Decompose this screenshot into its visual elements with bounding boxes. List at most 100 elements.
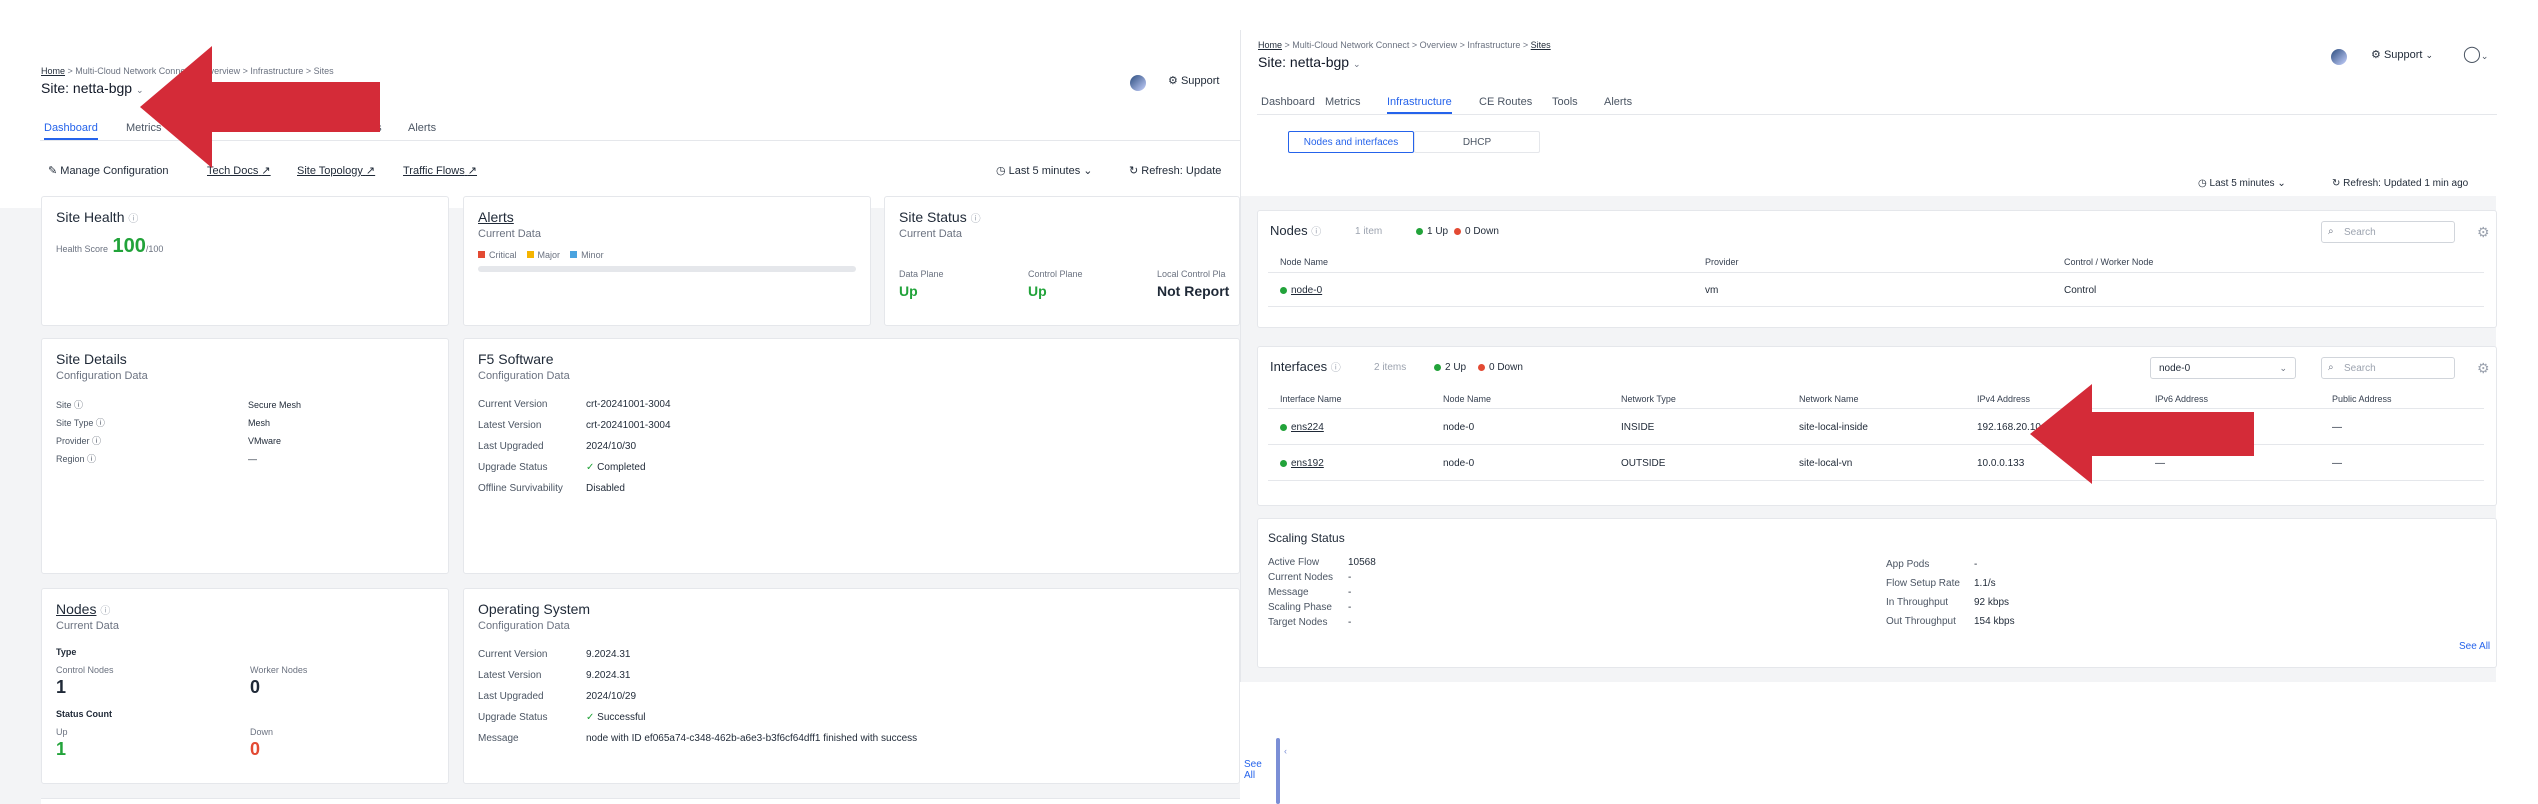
tab-dashboard[interactable]: Dashboard [44, 122, 98, 140]
th-ipv6[interactable]: IPv6 Address [2155, 394, 2209, 404]
nodes-title[interactable]: Nodes ⓘ [56, 601, 111, 617]
breadcrumb-infrastructure[interactable]: Infrastructure [250, 66, 304, 76]
info-icon: ⓘ [128, 214, 139, 225]
os-card: Operating System Configuration Data Curr… [463, 588, 1262, 784]
user-menu[interactable]: ◯⌄ [2463, 44, 2488, 64]
tech-docs-link[interactable]: Tech Docs ↗ [207, 165, 271, 177]
collapse-handle[interactable]: ‹ [1284, 746, 1287, 756]
th-ipv4[interactable]: IPv4 Address [1977, 394, 2031, 404]
avatar-blob [2331, 49, 2347, 65]
site-title[interactable]: Site: netta-bgp ⌄ [41, 80, 144, 96]
local-cp-value: Not Report [1157, 283, 1230, 299]
time-range-select[interactable]: ◷ Last 5 minutes ⌄ [2198, 178, 2286, 189]
breadcrumb-home[interactable]: Home [1258, 40, 1283, 50]
refresh-button[interactable]: ↻ Refresh: Updated 1 min ago [2332, 178, 2469, 189]
cell-type: OUTSIDE [1621, 458, 1666, 469]
scaling-status-section: Scaling Status Active Flow 10568 Current … [1257, 518, 2497, 668]
node-select[interactable]: node-0 ⌄ [2150, 357, 2296, 379]
cell-network: site-local-inside [1799, 422, 1868, 433]
interface-link-ens224[interactable]: ens224 [1280, 422, 1324, 433]
site-health-card: Site Health ⓘ Health Score 100/100 [41, 196, 449, 326]
health-score: Health Score 100/100 [56, 235, 434, 258]
tabs-divider [40, 140, 1240, 141]
breadcrumb-mcn[interactable]: Multi-Cloud Network Connect [1292, 40, 1410, 50]
tab-tools[interactable]: Tools [1552, 96, 1578, 108]
control-plane-value: Up [1028, 283, 1047, 299]
tab-dashboard[interactable]: Dashboard [1261, 96, 1315, 108]
subtab-dhcp[interactable]: DHCP [1414, 131, 1540, 153]
interface-link-ens192[interactable]: ens192 [1280, 458, 1324, 469]
tab-ce-routes[interactable]: CE Routes [1479, 96, 1533, 108]
breadcrumb-sites[interactable]: Sites [313, 66, 334, 76]
interfaces-search-input[interactable]: ⌕ Search [2321, 357, 2455, 379]
chevron-down-icon: ⌄ [1352, 59, 1361, 69]
refresh-icon: ↻ [1129, 165, 1139, 177]
check-circle-icon: ✓ [586, 712, 595, 723]
th-public[interactable]: Public Address [2332, 394, 2392, 404]
tab-metrics[interactable]: Metrics [1325, 96, 1361, 108]
support-menu[interactable]: ⚙ Support ⌄ [2371, 49, 2434, 61]
subtab-nodes-interfaces[interactable]: Nodes and interfaces [1288, 131, 1414, 153]
time-range-select[interactable]: ◷ Last 5 minutes ⌄ [996, 165, 1093, 177]
scaling-row: Flow Setup Rate 1.1/s [1886, 578, 1996, 589]
os-list: Current Version 9.2024.31 Latest Version 9… [478, 644, 1225, 749]
breadcrumb-overview[interactable]: Overview [202, 66, 241, 76]
info-icon: ⓘ [92, 436, 102, 446]
breadcrumb-overview[interactable]: Overview [1419, 40, 1458, 50]
external-link-icon: ↗ [467, 165, 478, 177]
scaling-left-list: Active Flow 10568 Current Nodes - Message -… [1268, 555, 1376, 630]
th-role[interactable]: Control / Worker Node [2064, 257, 2154, 267]
traffic-flows-link[interactable]: Traffic Flows ↗ [403, 165, 478, 177]
tab-alerts[interactable]: Alerts [1604, 96, 1633, 108]
node-name-link[interactable]: node-0 [1280, 285, 1322, 296]
local-cp-label: Local Control Pla [1157, 269, 1226, 279]
site-details-card: Site Details Configuration Data Site ⓘ Se… [41, 338, 449, 574]
interfaces-count: 2 items [1374, 362, 1407, 373]
tab-alerts[interactable]: Alerts [408, 122, 437, 134]
tab-infrastructure[interactable]: Infrastructure [1387, 96, 1452, 114]
pencil-icon: ✎ [48, 165, 58, 177]
nodes-up-badge: 1 Up [1416, 226, 1448, 237]
scaling-row: Active Flow 10568 [1268, 557, 1376, 568]
th-network-name[interactable]: Network Name [1799, 394, 1859, 404]
th-network-type[interactable]: Network Type [1621, 394, 1676, 404]
breadcrumb-mcn[interactable]: Multi-Cloud Network Connect [75, 66, 193, 76]
up-value: 1 [56, 739, 67, 759]
f5-row-upgraded: Last Upgraded 2024/10/30 [478, 441, 637, 452]
alerts-bar [478, 266, 856, 272]
site-title[interactable]: Site: netta-bgp ⌄ [1258, 54, 1361, 70]
interfaces-settings-gear-icon[interactable]: ⚙ [2477, 360, 2490, 376]
chevron-down-icon: ⌄ [2425, 50, 2434, 60]
breadcrumb-infrastructure[interactable]: Infrastructure [1467, 40, 1521, 50]
search-icon: ⌕ [2328, 362, 2334, 373]
nodes-settings-gear-icon[interactable]: ⚙ [2477, 224, 2490, 240]
breadcrumb-sites[interactable]: Sites [1530, 40, 1551, 50]
f5-row-current: Current Version crt-20241001-3004 [478, 399, 671, 410]
site-status-card: Site Status ⓘ Current Data Data Plane Up… [884, 196, 1240, 326]
f5-row-status: Upgrade Status ✓ Completed [478, 462, 646, 473]
support-menu[interactable]: ⚙ Support [1168, 75, 1220, 87]
scaling-see-all-link[interactable]: See All [2459, 641, 2491, 652]
worker-nodes-label: Worker Nodes [250, 665, 308, 675]
down-label: Down [250, 727, 274, 737]
site-details-sub: Configuration Data [56, 370, 148, 382]
site-topology-link[interactable]: Site Topology ↗ [297, 165, 376, 177]
breadcrumb-home[interactable]: Home [41, 66, 66, 76]
th-node-name[interactable]: Node Name [1280, 257, 1329, 267]
control-plane-label: Control Plane [1028, 269, 1083, 279]
th-provider[interactable]: Provider [1705, 257, 1739, 267]
th-interface-name[interactable]: Interface Name [1280, 394, 1342, 404]
th-node-name[interactable]: Node Name [1443, 394, 1492, 404]
alerts-title[interactable]: Alerts [478, 209, 514, 225]
scaling-row: App Pods - [1886, 559, 1978, 570]
os-row-message: Message node with ID ef065a74-c348-462b-a… [478, 733, 918, 744]
tab-metrics[interactable]: Metrics [126, 122, 162, 134]
refresh-button[interactable]: ↻ Refresh: Update [1129, 165, 1222, 177]
manage-configuration-button[interactable]: ✎ Manage Configuration [48, 165, 169, 177]
see-all-link[interactable]: See All [1244, 759, 1262, 781]
node-role: Control [2064, 285, 2097, 296]
tabs-divider [1257, 114, 2497, 115]
nodes-header-row [1268, 251, 2484, 273]
panel-scroll-handle[interactable] [1276, 738, 1280, 804]
nodes-search-input[interactable]: ⌕ Search [2321, 221, 2455, 243]
